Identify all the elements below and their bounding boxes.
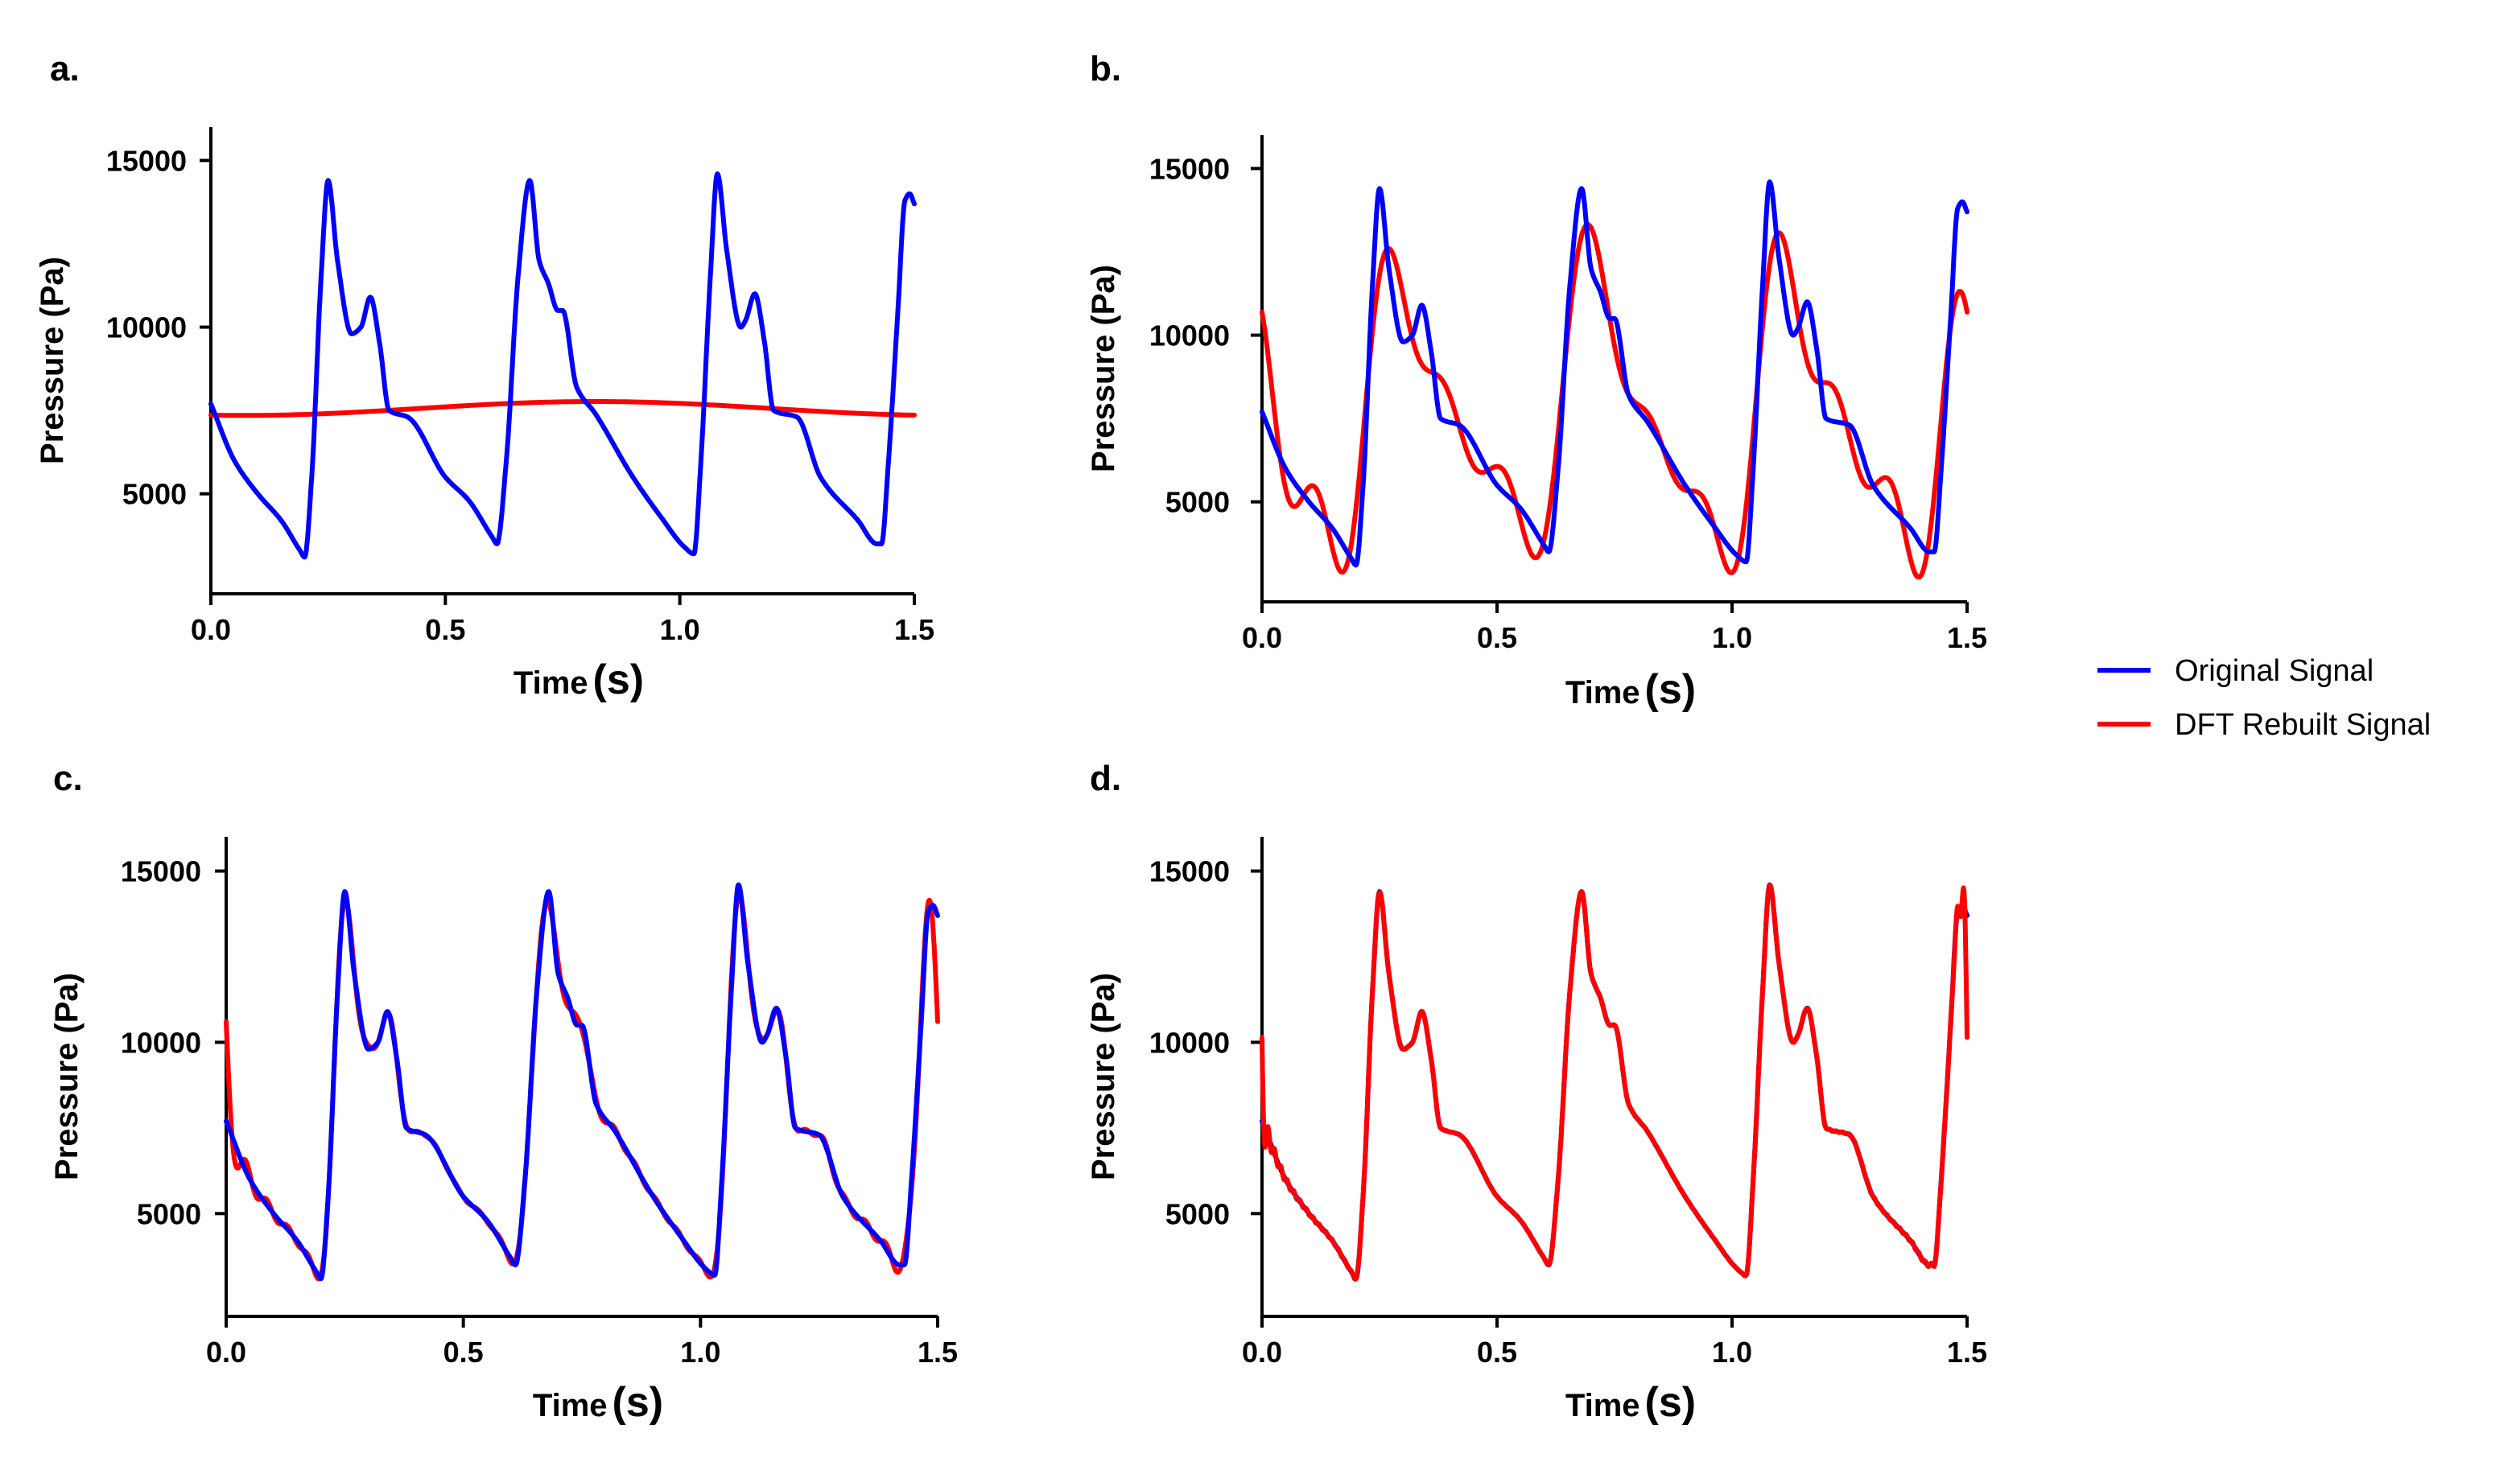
dft-rebuilt-signal-line: [1260, 222, 1969, 580]
panel-letter: d.: [1090, 759, 1121, 798]
x-tick-label: 0.0: [1242, 621, 1282, 654]
y-tick-label: 10000: [121, 1026, 201, 1059]
y-tick-label: 15000: [121, 855, 201, 888]
chart-panel-d: d. 5000 10000 15000 0.0 0.5 1.0 1.5 Pressure (Pa…: [1086, 759, 1987, 1426]
x-tick-label: 1.5: [1947, 621, 1987, 654]
original-signal-line: [208, 171, 917, 560]
x-axis-title-text: Time: [1565, 675, 1640, 710]
x-axis-title-text: Time: [1565, 1388, 1640, 1423]
chart-panel-c: c. 5000 10000 15000 0.0 0.5 1.0 1.5 Pressure (Pa…: [49, 759, 958, 1426]
dft-rebuilt-signal-line: [208, 399, 917, 418]
y-tick-label: 10000: [1149, 1026, 1230, 1059]
x-axis-title: Time (s): [533, 1379, 663, 1426]
x-tick-label: 0.5: [1477, 1336, 1517, 1369]
x-axis-title-text: Time: [513, 665, 588, 701]
x-tick-label: 1.0: [1712, 621, 1752, 654]
panel-letter: a.: [50, 49, 80, 89]
x-tick-label: 0.5: [443, 1336, 484, 1369]
x-tick-label: 1.0: [660, 613, 700, 646]
y-axis-title: Pressure (Pa): [35, 257, 70, 464]
x-tick-label: 1.0: [680, 1336, 720, 1369]
x-axis-title: Time (s): [1565, 666, 1696, 713]
x-tick-label: 0.0: [1242, 1336, 1282, 1369]
x-tick-label: 0.0: [206, 1336, 246, 1369]
x-axis-title-unit: (s): [612, 1379, 664, 1426]
x-axis-title: Time (s): [513, 657, 644, 703]
x-tick-label: 0.0: [191, 613, 231, 646]
x-axis-title-unit: (s): [593, 657, 645, 703]
x-tick-label: 1.5: [918, 1336, 958, 1369]
panel-letter: c.: [53, 759, 83, 798]
x-tick-label: 1.0: [1712, 1336, 1752, 1369]
y-tick-label: 5000: [1165, 1197, 1230, 1230]
y-tick-label: 15000: [1149, 855, 1230, 888]
chart-panel-b: b. 5000 10000 15000 0.0 0.5 1.0 1.5 Pressure (Pa…: [1086, 49, 1987, 713]
original-signal-line: [224, 882, 940, 1282]
y-tick-label: 5000: [137, 1197, 201, 1230]
panel-letter: b.: [1090, 49, 1121, 89]
x-axis-title-unit: (s): [1645, 666, 1697, 713]
legend-label: DFT Rebuilt Signal: [2175, 708, 2431, 742]
x-axis-title-unit: (s): [1645, 1379, 1697, 1426]
y-tick-label: 15000: [106, 144, 187, 177]
y-tick-label: 15000: [1149, 152, 1230, 185]
x-axis-title: Time (s): [1565, 1379, 1696, 1426]
chart-panel-a: a. 5000 10000 15000 0.0 0.5 1.0 1.5 Pressure (Pa…: [35, 49, 934, 703]
y-tick-label: 5000: [122, 478, 187, 511]
x-tick-label: 0.5: [1477, 621, 1517, 654]
original-signal-line: [1260, 179, 1969, 568]
y-axis-title: Pressure (Pa): [1086, 265, 1121, 472]
y-tick-label: 10000: [106, 311, 187, 344]
legend: Original Signal DFT Rebuilt Signal: [2097, 654, 2431, 742]
x-tick-label: 0.5: [425, 613, 465, 646]
y-tick-label: 10000: [1149, 319, 1230, 352]
y-tick-label: 5000: [1165, 486, 1230, 519]
x-tick-label: 1.5: [1947, 1336, 1987, 1369]
y-axis-title: Pressure (Pa): [1086, 973, 1121, 1180]
y-axis-title: Pressure (Pa): [49, 973, 85, 1180]
dft-rebuilt-signal-line: [1260, 883, 1969, 1282]
x-tick-label: 1.5: [894, 613, 934, 646]
x-axis-title-text: Time: [533, 1388, 608, 1423]
legend-label: Original Signal: [2175, 654, 2374, 688]
